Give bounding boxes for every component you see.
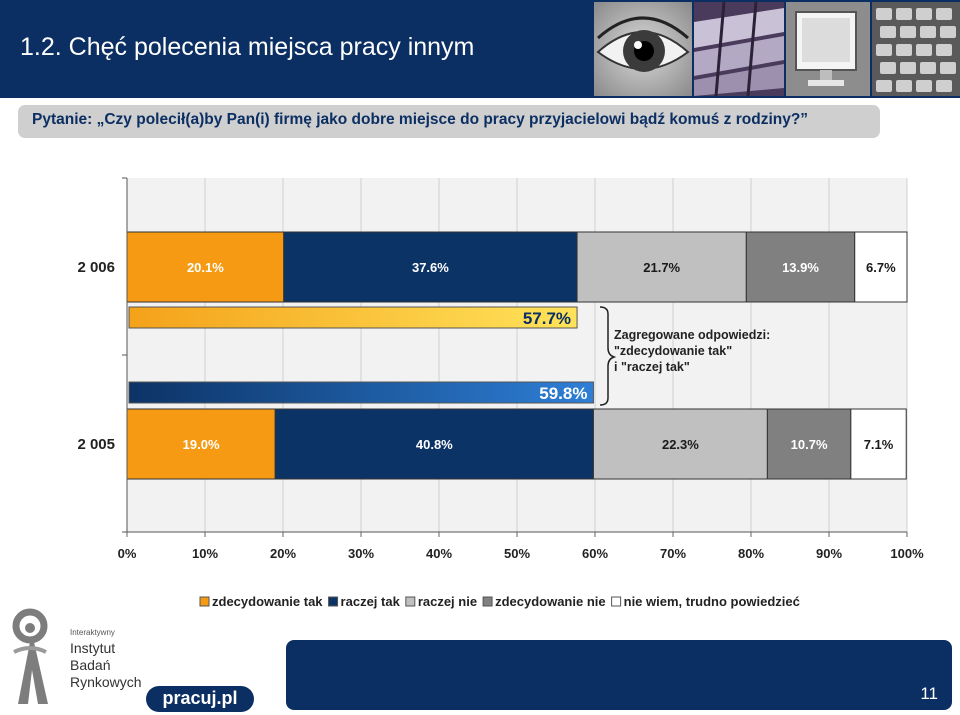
category-label: 2 005 bbox=[77, 436, 115, 453]
bar-segment bbox=[854, 231, 908, 303]
legend-label: nie wiem, trudno powiedzieć bbox=[624, 594, 800, 609]
aggregate-label: 59.8% bbox=[539, 384, 587, 403]
aggregate-annotation: Zagregowane odpowiedzi: "zdecydowanie tak… bbox=[599, 306, 770, 406]
annotation-line: "zdecydowanie tak" bbox=[614, 344, 732, 358]
ibr-brand-text: Interaktywny Instytut Badań Rynkowych bbox=[70, 628, 142, 691]
legend-swatch bbox=[199, 596, 210, 607]
page-title: 1.2. Chęć polecenia miejsca pracy innym bbox=[20, 33, 475, 61]
pracuj-logo-text: pracuj.pl bbox=[162, 688, 238, 708]
keyboard-icon bbox=[694, 2, 784, 96]
x-tick-label: 0% bbox=[118, 546, 137, 561]
data-label: 10.7% bbox=[791, 437, 828, 452]
legend-label: raczej tak bbox=[341, 594, 401, 609]
axes: 0% 10% 20% 30% 40% 50% 60% 70% 80% 90% 100% 2 006 2 … bbox=[77, 177, 924, 561]
data-label: 37.6% bbox=[412, 260, 449, 275]
x-tick-label: 60% bbox=[582, 546, 608, 561]
keyboard-icon bbox=[872, 2, 960, 96]
category-label: 2 006 bbox=[77, 259, 115, 276]
bar-segment bbox=[745, 231, 856, 303]
page-number: 11 bbox=[920, 684, 938, 703]
legend: zdecydowanie tak raczej tak raczej nie zdec… bbox=[199, 594, 800, 609]
ibr-logo-icon bbox=[12, 608, 48, 704]
legend-swatch bbox=[611, 596, 622, 607]
ibr-small-label: Interaktywny bbox=[70, 628, 115, 637]
aggregate-bars: 57.7% 59.8% bbox=[128, 306, 594, 404]
monitor-icon bbox=[786, 2, 870, 96]
bar-segment bbox=[850, 408, 907, 480]
legend-label: zdecydowanie nie bbox=[495, 594, 606, 609]
legend-swatch bbox=[482, 596, 493, 607]
stacked-bar-chart: 20.1% 37.6% 21.7% 13.9% 6.7% 19.0% 40.8% 22.3% 1… bbox=[77, 177, 924, 609]
x-tick-label: 70% bbox=[660, 546, 686, 561]
ibr-line-1: Instytut bbox=[70, 640, 116, 656]
bar-segment bbox=[283, 231, 578, 303]
x-tick-label: 40% bbox=[426, 546, 452, 561]
ibr-line-3: Rynkowych bbox=[70, 674, 142, 690]
data-label: 13.9% bbox=[782, 260, 819, 275]
question-text: Pytanie: „Czy polecił(a)by Pan(i) firmę … bbox=[32, 111, 809, 128]
bar-segment bbox=[126, 408, 276, 480]
x-tick-label: 20% bbox=[270, 546, 296, 561]
x-tick-label: 30% bbox=[348, 546, 374, 561]
x-tick-label: 80% bbox=[738, 546, 764, 561]
pracuj-logo: pracuj.pl bbox=[146, 686, 254, 712]
x-tick-label: 100% bbox=[890, 546, 924, 561]
annotation-line: Zagregowane odpowiedzi: bbox=[614, 328, 770, 342]
aggregate-bar bbox=[128, 306, 578, 329]
ibr-line-2: Badań bbox=[70, 657, 111, 673]
legend-label: raczej nie bbox=[418, 594, 477, 609]
data-label: 20.1% bbox=[187, 260, 224, 275]
data-label: 19.0% bbox=[183, 437, 220, 452]
aggregate-label: 57.7% bbox=[523, 309, 571, 328]
data-label: 6.7% bbox=[866, 260, 896, 275]
footer-bar: 11 bbox=[286, 640, 952, 710]
bar-segment bbox=[126, 231, 285, 303]
x-tick-label: 90% bbox=[816, 546, 842, 561]
x-tick-label: 50% bbox=[504, 546, 530, 561]
data-label: 7.1% bbox=[864, 437, 894, 452]
aggregate-bar bbox=[128, 381, 594, 404]
header-bar: 1.2. Chęć polecenia miejsca pracy innym bbox=[0, 0, 960, 98]
legend-swatch bbox=[328, 596, 339, 607]
legend-label: zdecydowanie tak bbox=[212, 594, 323, 609]
annotation-line: i "raczej tak" bbox=[614, 360, 690, 374]
eye-icon bbox=[594, 2, 692, 96]
data-label: 22.3% bbox=[662, 437, 699, 452]
bar-segment bbox=[576, 231, 747, 303]
x-tick-label: 10% bbox=[192, 546, 218, 561]
bars: 20.1% 37.6% 21.7% 13.9% 6.7% 19.0% 40.8% 22.3% 1… bbox=[126, 231, 908, 480]
legend-swatch bbox=[405, 596, 416, 607]
annotation-brace bbox=[599, 306, 617, 406]
question-box: Pytanie: „Czy polecił(a)by Pan(i) firmę … bbox=[18, 105, 880, 138]
data-label: 40.8% bbox=[416, 437, 453, 452]
bar-segment bbox=[592, 408, 768, 480]
data-label: 21.7% bbox=[643, 260, 680, 275]
